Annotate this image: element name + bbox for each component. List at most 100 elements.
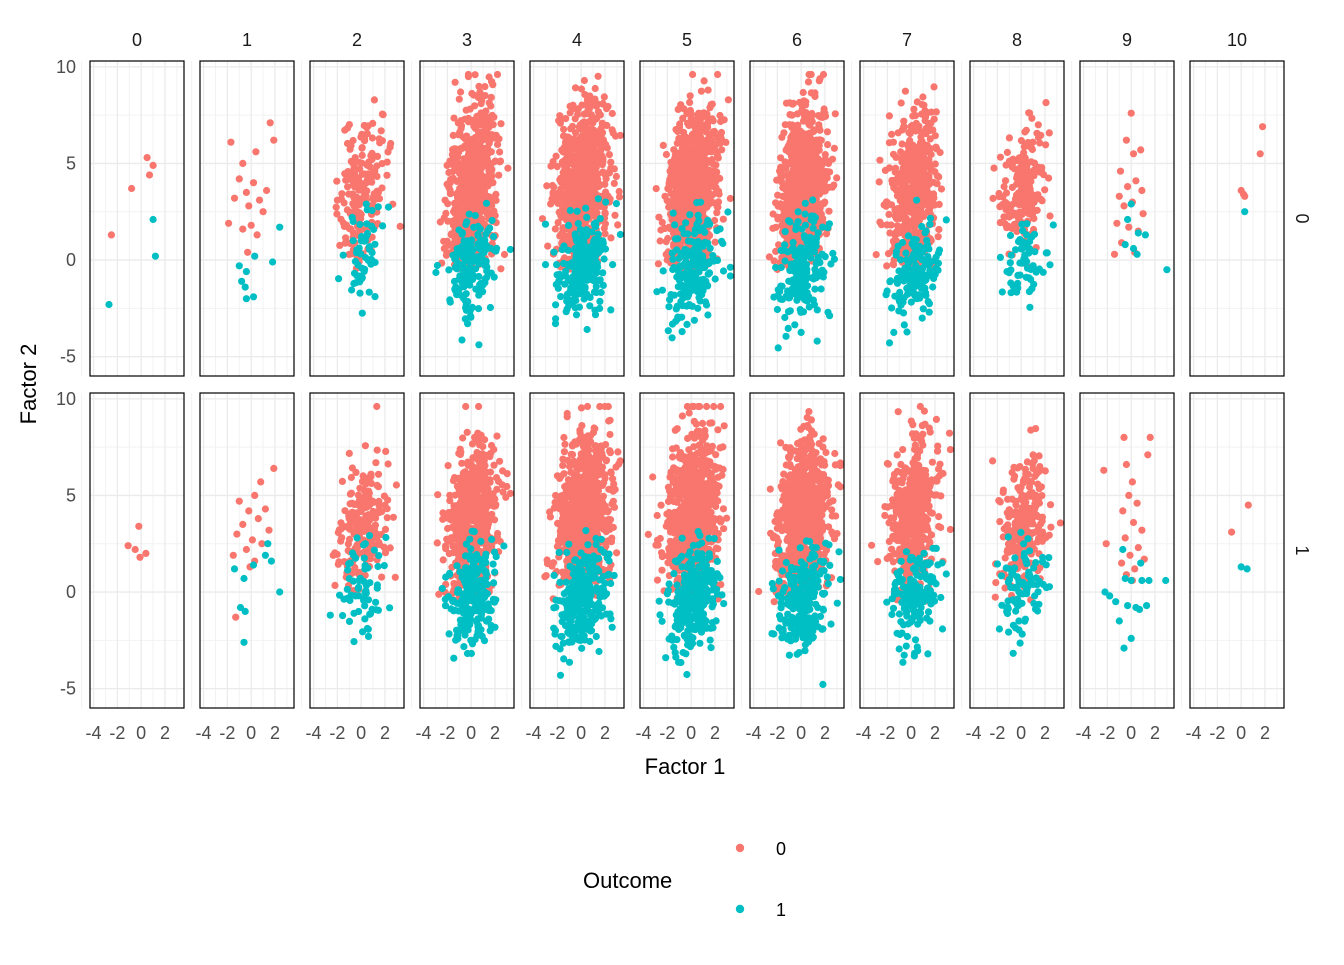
point-outcome-0	[564, 133, 571, 140]
point-outcome-0	[483, 175, 490, 182]
point-outcome-0	[231, 195, 238, 202]
point-outcome-1	[908, 299, 915, 306]
point-outcome-0	[440, 238, 447, 245]
point-outcome-0	[556, 209, 563, 216]
point-outcome-1	[475, 305, 482, 312]
point-outcome-1	[819, 267, 826, 274]
panel-r0-c7	[852, 61, 954, 376]
point-outcome-0	[397, 223, 404, 230]
point-outcome-0	[876, 219, 883, 226]
point-outcome-1	[813, 239, 820, 246]
point-outcome-1	[703, 301, 710, 308]
point-outcome-0	[910, 177, 917, 184]
point-outcome-0	[661, 193, 668, 200]
point-outcome-1	[915, 248, 922, 255]
point-outcome-1	[791, 260, 798, 267]
point-outcome-0	[614, 221, 621, 228]
point-outcome-1	[573, 311, 580, 318]
point-outcome-0	[384, 159, 391, 166]
point-outcome-1	[785, 325, 792, 332]
point-outcome-1	[251, 253, 258, 260]
facet-row-label-1: 1	[1292, 545, 1312, 555]
point-outcome-1	[899, 239, 906, 246]
point-outcome-1	[826, 312, 833, 319]
point-outcome-0	[800, 189, 807, 196]
point-outcome-0	[569, 102, 576, 109]
point-outcome-1	[552, 320, 559, 327]
point-outcome-0	[807, 162, 814, 169]
point-outcome-0	[263, 187, 270, 194]
point-outcome-0	[376, 195, 383, 202]
point-outcome-1	[777, 247, 784, 254]
point-outcome-0	[497, 265, 504, 272]
point-outcome-1	[890, 329, 897, 336]
point-outcome-0	[687, 92, 694, 99]
point-outcome-0	[883, 262, 890, 269]
point-outcome-0	[479, 115, 486, 122]
point-outcome-0	[712, 161, 719, 168]
point-outcome-0	[688, 180, 695, 187]
point-outcome-0	[445, 169, 452, 176]
point-outcome-0	[458, 163, 465, 170]
point-outcome-1	[691, 317, 698, 324]
point-outcome-1	[473, 253, 480, 260]
point-outcome-0	[452, 210, 459, 217]
point-outcome-1	[807, 254, 814, 261]
point-outcome-1	[669, 334, 676, 341]
point-outcome-1	[808, 274, 815, 281]
point-outcome-1	[578, 277, 585, 284]
point-outcome-0	[359, 152, 366, 159]
point-outcome-0	[886, 112, 893, 119]
point-outcome-0	[925, 192, 932, 199]
point-outcome-1	[590, 238, 597, 245]
point-outcome-1	[886, 339, 893, 346]
facet-column-label-9: 9	[1122, 30, 1132, 50]
point-outcome-0	[582, 110, 589, 117]
point-outcome-0	[442, 197, 449, 204]
point-outcome-0	[501, 251, 508, 258]
point-outcome-1	[918, 270, 925, 277]
point-outcome-0	[604, 144, 611, 151]
point-outcome-0	[913, 164, 920, 171]
point-outcome-0	[817, 113, 824, 120]
point-outcome-1	[573, 238, 580, 245]
point-outcome-1	[692, 240, 699, 247]
point-outcome-0	[823, 230, 830, 237]
point-outcome-0	[919, 101, 926, 108]
point-outcome-1	[705, 259, 712, 266]
point-outcome-0	[563, 183, 570, 190]
point-outcome-0	[590, 202, 597, 209]
point-outcome-0	[789, 121, 796, 128]
point-outcome-0	[484, 193, 491, 200]
point-outcome-1	[565, 247, 572, 254]
point-outcome-0	[932, 144, 939, 151]
point-outcome-0	[925, 156, 932, 163]
point-outcome-1	[432, 269, 439, 276]
point-outcome-1	[463, 218, 470, 225]
point-outcome-1	[589, 265, 596, 272]
point-outcome-0	[800, 109, 807, 116]
facet-row-label-0: 0	[1292, 213, 1312, 223]
point-outcome-0	[586, 132, 593, 139]
point-outcome-0	[689, 71, 696, 78]
point-outcome-0	[935, 233, 942, 240]
point-outcome-1	[906, 282, 913, 289]
point-outcome-0	[467, 230, 474, 237]
point-outcome-0	[586, 92, 593, 99]
point-outcome-1	[467, 241, 474, 248]
point-outcome-1	[572, 245, 579, 252]
point-outcome-0	[716, 175, 723, 182]
point-outcome-0	[721, 116, 728, 123]
point-outcome-1	[607, 306, 614, 313]
point-outcome-1	[927, 215, 934, 222]
point-outcome-1	[782, 333, 789, 340]
point-outcome-0	[708, 116, 715, 123]
point-outcome-0	[888, 201, 895, 208]
point-outcome-0	[340, 219, 347, 226]
point-outcome-1	[473, 286, 480, 293]
point-outcome-1	[915, 279, 922, 286]
point-outcome-1	[552, 301, 559, 308]
point-outcome-0	[915, 123, 922, 130]
